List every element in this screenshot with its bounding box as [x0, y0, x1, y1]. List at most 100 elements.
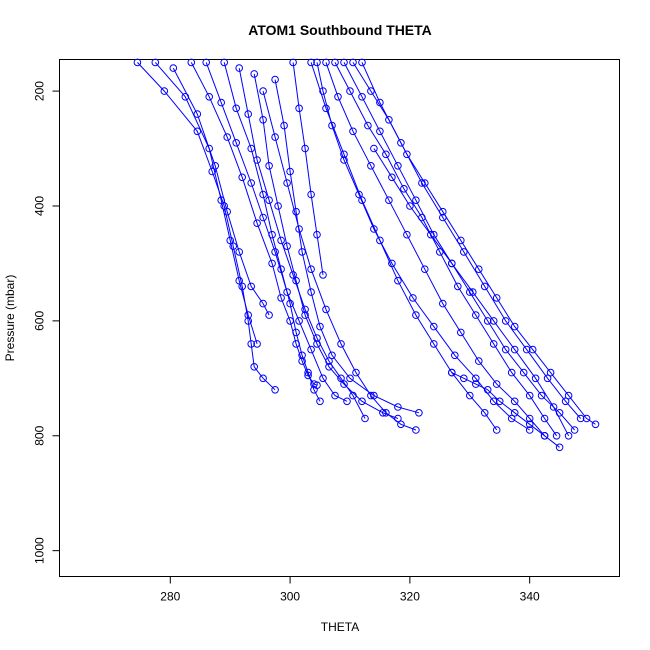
- data-point: [292, 276, 300, 285]
- data-point: [271, 248, 279, 256]
- data-point: [576, 414, 585, 423]
- data-point: [316, 322, 324, 331]
- data-point: [427, 230, 435, 239]
- data-point: [525, 391, 534, 400]
- data-point: [253, 219, 261, 227]
- data-point: [301, 144, 309, 153]
- data-point: [340, 156, 348, 164]
- data-point: [277, 236, 285, 245]
- data-point: [525, 414, 534, 423]
- data-point: [286, 299, 294, 308]
- data-point: [226, 236, 234, 245]
- data-point: [292, 328, 300, 337]
- data-point: [211, 162, 219, 170]
- data-point: [301, 311, 309, 319]
- data-point: [169, 64, 178, 72]
- series-line: [274, 79, 420, 414]
- data-point: [406, 202, 414, 210]
- x-tick-label: 300: [280, 590, 300, 604]
- y-tick-label: 200: [33, 81, 47, 101]
- series-line: [361, 62, 581, 419]
- x-tick-label: 320: [400, 590, 420, 604]
- data-point: [370, 144, 378, 153]
- data-point: [361, 414, 369, 423]
- data-point: [349, 58, 357, 67]
- data-point: [259, 374, 267, 383]
- series-5: [202, 58, 351, 406]
- data-point: [235, 64, 243, 72]
- data-point: [472, 380, 480, 388]
- series-line: [325, 62, 545, 437]
- series-line: [334, 62, 558, 437]
- data-point: [250, 363, 258, 371]
- data-point: [247, 179, 255, 187]
- data-point: [546, 368, 555, 377]
- series-line: [172, 67, 270, 316]
- data-point: [313, 230, 321, 239]
- data-point: [403, 230, 411, 239]
- chart-title: ATOM1 Southbound THETA: [248, 22, 432, 38]
- data-point: [253, 156, 261, 164]
- data-point: [409, 294, 417, 302]
- series-6: [220, 58, 324, 406]
- data-point: [328, 121, 336, 130]
- data-point: [519, 368, 528, 377]
- data-point: [277, 294, 285, 302]
- data-point: [265, 311, 273, 319]
- data-point: [367, 87, 375, 95]
- data-point: [400, 185, 408, 193]
- data-point: [298, 351, 306, 360]
- data-point: [510, 397, 519, 406]
- series-8: [250, 70, 402, 423]
- data-point: [223, 207, 231, 216]
- data-point: [454, 282, 462, 291]
- data-point: [313, 58, 321, 67]
- data-point: [331, 391, 339, 400]
- data-point: [343, 397, 351, 406]
- data-point: [295, 225, 303, 233]
- data-point: [370, 225, 378, 233]
- data-point: [472, 311, 480, 319]
- data-point: [283, 288, 291, 296]
- series-line: [190, 62, 318, 386]
- data-point: [259, 87, 267, 95]
- x-axis: 280 300 320 340: [160, 576, 540, 604]
- data-point: [340, 150, 348, 159]
- data-point: [301, 305, 309, 314]
- data-point: [525, 420, 534, 429]
- data-point: [522, 345, 531, 354]
- data-point: [385, 196, 393, 204]
- data-point: [271, 386, 279, 394]
- data-point: [274, 202, 282, 210]
- data-point: [271, 133, 279, 141]
- data-point: [289, 58, 297, 67]
- data-point: [307, 345, 315, 354]
- data-point: [469, 288, 477, 296]
- data-point: [543, 374, 552, 383]
- data-point: [525, 426, 534, 434]
- plot-frame: [59, 59, 620, 577]
- data-point: [313, 334, 321, 342]
- data-point: [253, 340, 261, 348]
- data-point: [223, 133, 231, 141]
- data-point: [492, 294, 501, 302]
- data-point: [334, 93, 342, 101]
- data-point: [466, 391, 474, 400]
- x-axis-label: THETA: [321, 620, 359, 634]
- data-point: [295, 317, 303, 325]
- data-point: [507, 414, 516, 423]
- data-point: [265, 162, 273, 170]
- data-point: [510, 322, 519, 331]
- data-point: [235, 248, 243, 256]
- data-point: [540, 432, 549, 440]
- data-point: [220, 202, 228, 210]
- series-line: [238, 68, 366, 419]
- data-point: [367, 162, 375, 170]
- data-point: [489, 397, 498, 406]
- y-tick-label: 400: [33, 196, 47, 216]
- y-tick-label: 600: [33, 311, 47, 331]
- y-tick-label: 1000: [33, 537, 47, 564]
- data-point: [283, 179, 291, 187]
- data-point: [388, 173, 396, 182]
- data-point: [232, 104, 240, 113]
